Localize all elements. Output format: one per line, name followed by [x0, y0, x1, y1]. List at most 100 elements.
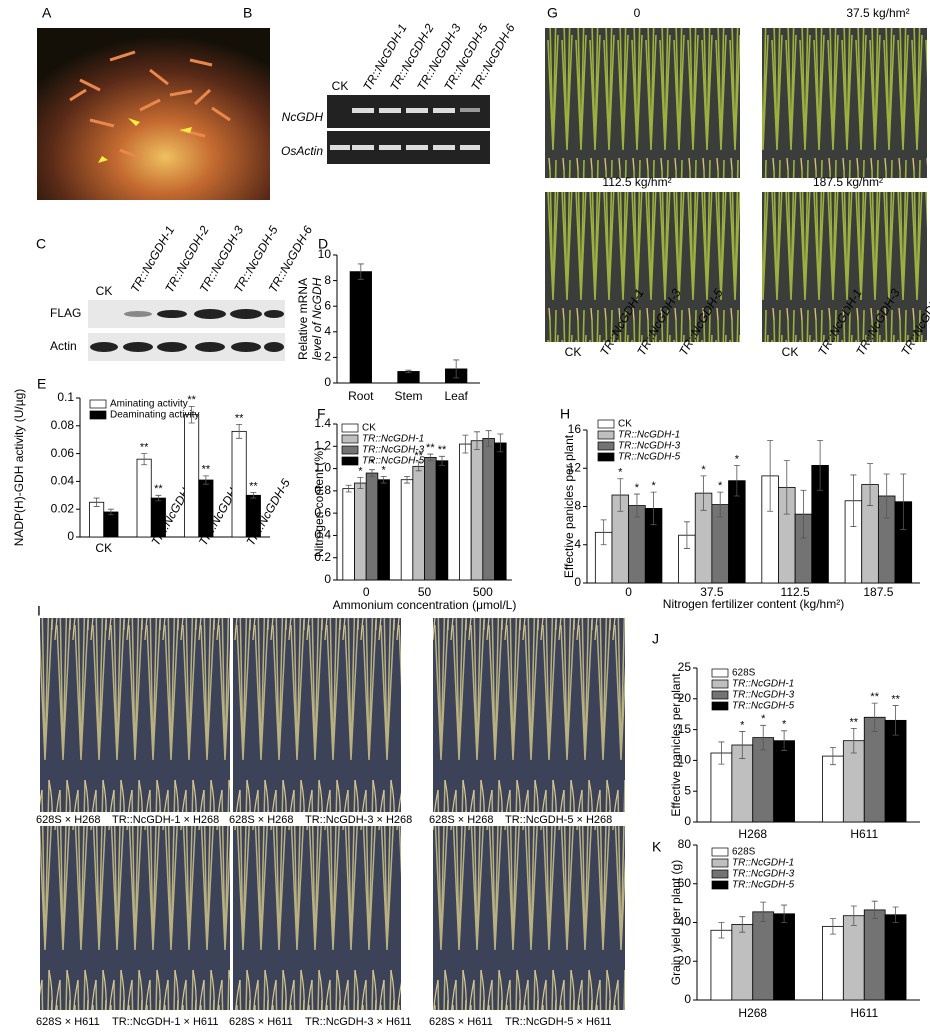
significance: *	[618, 467, 623, 479]
y-tick-label: 2	[324, 350, 331, 364]
legend-label: TR::NcGDH-5	[732, 880, 795, 891]
y-tick-label: 0.02	[51, 501, 75, 515]
legend-label: CK	[618, 419, 632, 430]
error-bar	[817, 440, 824, 491]
seedlings	[69, 50, 231, 160]
significance: *	[370, 458, 375, 470]
bar	[435, 460, 449, 581]
legend-label: 628S	[732, 847, 756, 858]
significance: *	[701, 464, 706, 476]
caption: 628S × H611	[429, 1016, 493, 1028]
y-tick-label: 0	[684, 814, 691, 828]
legend-label: TR::NcGDH-1	[362, 434, 424, 445]
x-tick-label: CK	[95, 541, 112, 555]
significance: **	[202, 464, 211, 476]
error-bar	[141, 453, 148, 466]
y-tick-label: 0.8	[314, 483, 331, 497]
legend-label: TR::NcGDH-3	[618, 441, 681, 452]
error-bar	[739, 916, 746, 933]
panel-label: A	[42, 5, 52, 21]
panel-label: G	[547, 5, 558, 21]
legend-label: CK	[362, 423, 376, 434]
y-axis-title: NADP(H)-GDH activity (U/µg)	[12, 389, 26, 547]
panel-label: D	[318, 236, 328, 252]
legend-swatch	[711, 690, 729, 700]
y-tick-label: 1.0	[314, 461, 331, 475]
x-axis-title: Nitrogen fertilizer content (kg/hm²)	[663, 597, 844, 611]
bar	[731, 924, 754, 1001]
y-tick-label: 16	[568, 422, 582, 436]
error-bar	[650, 491, 657, 526]
x-tick-label: Root	[348, 389, 374, 403]
legend-swatch	[711, 679, 729, 689]
y-tick-label: 1.2	[314, 438, 331, 452]
bar	[150, 497, 166, 538]
legend-swatch	[341, 456, 359, 466]
legend-swatch	[711, 880, 729, 890]
error-bar	[93, 497, 100, 507]
x-axis-title: Ammonium concentration (μmol/L)	[333, 598, 517, 612]
y-tick-label: 1.4	[314, 416, 331, 430]
photo-g	[762, 192, 927, 342]
legend-label: TR::NcGDH-1	[618, 430, 680, 441]
error-bar	[202, 475, 209, 485]
significance: **	[426, 442, 435, 454]
caption: TR::NcGDH-3 × H611	[305, 1016, 411, 1028]
bar	[231, 430, 247, 538]
legend-label: TR::NcGDH-3	[732, 690, 795, 701]
bar	[365, 472, 379, 581]
bar	[342, 488, 355, 581]
error-bar	[767, 440, 774, 512]
legend-label: Deaminating activity	[110, 410, 199, 421]
bar	[136, 458, 152, 538]
error-bar	[700, 475, 707, 511]
x-tick-label: H268	[738, 1006, 767, 1020]
caption: TR::NcGDH-3 × H268	[305, 814, 412, 826]
lane-label: CK	[782, 345, 799, 359]
error-bar	[357, 477, 364, 490]
error-bar	[829, 918, 836, 935]
significance: **	[154, 483, 163, 495]
error-bar	[850, 474, 857, 527]
error-bar	[900, 473, 907, 530]
error-bar	[236, 424, 243, 439]
error-bar	[439, 455, 445, 466]
legend-swatch	[89, 410, 107, 420]
error-bar	[357, 263, 364, 280]
photo-g	[545, 28, 740, 178]
y-tick-label: 8	[324, 273, 331, 287]
error-bar	[107, 508, 114, 516]
photos-i	[40, 618, 625, 1010]
bar	[773, 913, 795, 1001]
error-bar	[718, 741, 725, 765]
error-bar	[781, 904, 788, 923]
panel-label: B	[243, 5, 252, 21]
bar	[377, 479, 390, 581]
error-bar	[453, 359, 460, 379]
error-bar	[760, 724, 767, 751]
bar	[245, 494, 261, 538]
x-tick-label: H611	[850, 827, 878, 841]
legend-label: TR::NcGDH-1	[732, 679, 794, 690]
y-tick-label: 5	[684, 783, 691, 797]
error-bar	[871, 900, 878, 920]
y-axis-title: Effective panicles per plant	[669, 673, 683, 817]
legend-label: 628S	[732, 668, 756, 679]
caption: TR::NcGDH-1 × H611	[112, 1016, 218, 1028]
bar	[863, 909, 886, 1001]
legend-label: TR::NcGDH-5	[362, 456, 425, 467]
error-bar	[781, 730, 788, 751]
y-tick-label: 0	[324, 375, 331, 389]
legend-swatch	[89, 399, 107, 409]
y-tick-label: 10	[678, 753, 692, 767]
y-tick-label: 8	[574, 499, 581, 513]
y-tick-label: 0.06	[51, 446, 75, 460]
error-bar	[188, 405, 195, 424]
bar	[184, 414, 200, 538]
legend-swatch	[711, 858, 729, 868]
caption: 628S × H611	[36, 1016, 100, 1028]
error-bar	[871, 702, 878, 732]
row-label: Actin	[50, 339, 77, 353]
legend-swatch	[597, 419, 615, 429]
lane-label: CK	[565, 345, 582, 359]
